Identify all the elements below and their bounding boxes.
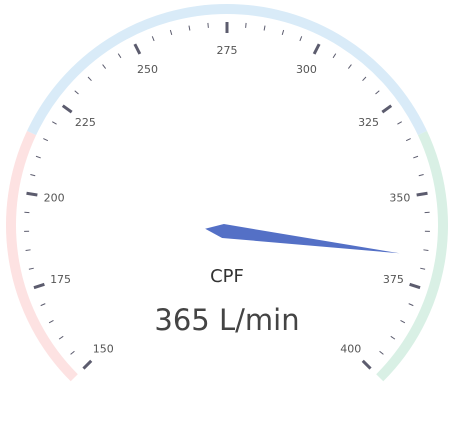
- gauge-minor-tick: [28, 267, 34, 270]
- gauge-band-2: [376, 130, 448, 382]
- gauge-band-1: [27, 4, 427, 136]
- gauge-minor-tick: [375, 90, 380, 95]
- gauge-minor-tick: [48, 319, 54, 324]
- gauge-title: CPF: [210, 266, 244, 287]
- gauge-minor-tick: [35, 155, 41, 159]
- gauge-tick-label: 225: [75, 116, 96, 129]
- gauge-minor-tick: [58, 335, 64, 340]
- gauge-minor-tick: [423, 249, 429, 251]
- gauge-minor-tick: [418, 174, 424, 177]
- gauge-minor-tick: [281, 29, 285, 36]
- gauge-major-tick: [416, 191, 428, 197]
- gauge-minor-tick: [25, 249, 31, 251]
- gauge-tick-labels: 150 175 200 225 250 275 300 325 350 375 400: [44, 44, 411, 356]
- gauge-minor-tick: [102, 64, 107, 69]
- gauge-minor-tick: [30, 174, 36, 177]
- gauge-minor-tick: [40, 303, 46, 307]
- gauge-minor-tick: [263, 25, 266, 31]
- gauge-major-tick: [33, 282, 45, 290]
- gauge-bands: [6, 4, 448, 382]
- gauge-major-tick: [409, 282, 421, 290]
- gauge-major-tick: [312, 43, 321, 55]
- gauge-major-tick: [82, 359, 93, 370]
- gauge-value-readout: 365 L/min: [154, 303, 299, 337]
- gauge-minor-tick: [151, 36, 155, 42]
- gauge-minor-tick: [362, 76, 367, 82]
- gauge-minor-tick: [405, 138, 411, 142]
- gauge-minor-tick: [74, 90, 79, 95]
- gauge-minor-tick: [117, 53, 122, 59]
- gauge-tick-label: 375: [383, 273, 404, 286]
- gauge-tick-label: 175: [50, 273, 71, 286]
- gauge-tick-label: 150: [93, 343, 114, 356]
- gauge-minor-tick: [400, 319, 406, 324]
- gauge-minor-tick: [397, 121, 402, 125]
- gauge-pointer-layer: [205, 224, 400, 254]
- gauge-tick-label: 200: [44, 192, 65, 205]
- gauge-minor-tick: [408, 303, 414, 307]
- gauge-minor-tick: [43, 138, 49, 142]
- gauge-minor-tick: [299, 36, 303, 42]
- gauge-major-tick: [26, 191, 38, 197]
- gauge-ticks: [24, 22, 430, 370]
- gauge-tick-label: 250: [137, 63, 158, 76]
- gauge-major-tick: [381, 104, 393, 114]
- gauge-tick-label: 350: [389, 192, 410, 205]
- gauge-tick-label: 400: [340, 343, 361, 356]
- gauge-minor-tick: [332, 53, 337, 59]
- gauge-minor-tick: [347, 64, 352, 69]
- gauge-minor-tick: [52, 121, 57, 125]
- gauge-major-tick: [61, 104, 73, 114]
- gauge-minor-tick: [379, 350, 384, 355]
- gauge-major-tick: [133, 43, 142, 55]
- gauge-tick-label: 325: [358, 116, 379, 129]
- gauge-minor-tick: [87, 76, 92, 82]
- gauge-minor-tick: [169, 29, 173, 36]
- gauge-tick-label: 300: [296, 63, 317, 76]
- gauge-minor-tick: [70, 350, 75, 355]
- gauge-pointer: [205, 224, 400, 254]
- gauge-minor-tick: [413, 155, 419, 159]
- gauge-tick-label: 275: [217, 44, 238, 57]
- gauge-band-0: [6, 130, 78, 382]
- gauge-major-tick: [361, 359, 372, 370]
- gauge-minor-tick: [188, 25, 191, 31]
- gauge-minor-tick: [390, 335, 396, 340]
- gauge-minor-tick: [420, 267, 426, 270]
